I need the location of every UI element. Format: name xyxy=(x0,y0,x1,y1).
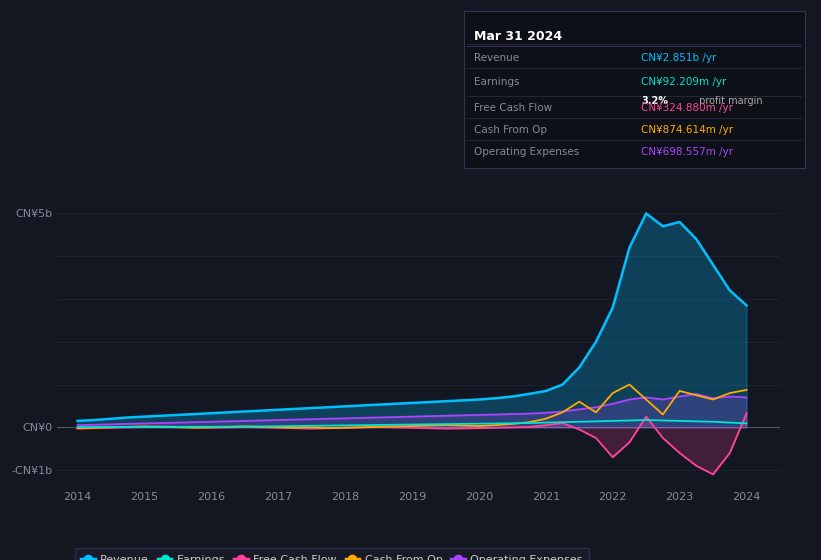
Text: Revenue: Revenue xyxy=(474,53,519,63)
Text: CN¥874.614m /yr: CN¥874.614m /yr xyxy=(641,125,733,136)
Text: Mar 31 2024: Mar 31 2024 xyxy=(474,30,562,43)
Text: Free Cash Flow: Free Cash Flow xyxy=(474,104,553,114)
Text: Earnings: Earnings xyxy=(474,77,520,87)
Text: CN¥2.851b /yr: CN¥2.851b /yr xyxy=(641,53,717,63)
Text: profit margin: profit margin xyxy=(695,96,762,106)
Text: CN¥92.209m /yr: CN¥92.209m /yr xyxy=(641,77,727,87)
Text: CN¥698.557m /yr: CN¥698.557m /yr xyxy=(641,147,733,157)
Legend: Revenue, Earnings, Free Cash Flow, Cash From Op, Operating Expenses: Revenue, Earnings, Free Cash Flow, Cash … xyxy=(75,548,589,560)
Text: Operating Expenses: Operating Expenses xyxy=(474,147,580,157)
Text: CN¥324.880m /yr: CN¥324.880m /yr xyxy=(641,104,733,114)
Text: Cash From Op: Cash From Op xyxy=(474,125,547,136)
Text: 3.2%: 3.2% xyxy=(641,96,668,106)
